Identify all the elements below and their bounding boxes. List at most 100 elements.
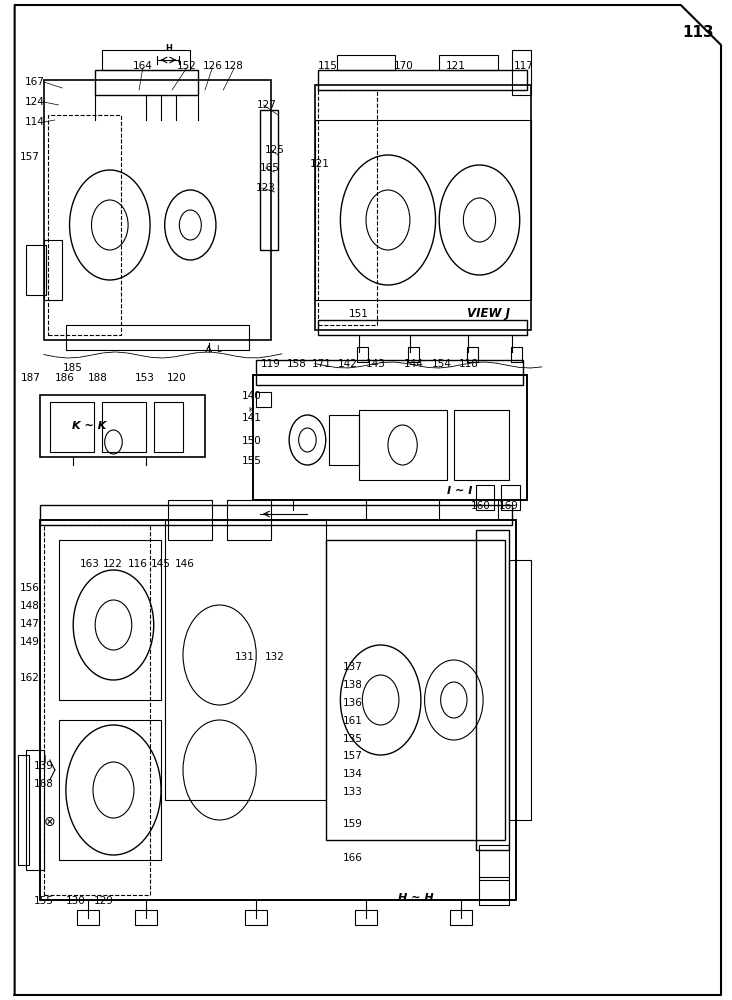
Text: 135: 135 bbox=[343, 734, 363, 744]
Text: 188: 188 bbox=[87, 373, 108, 383]
Text: 130: 130 bbox=[66, 896, 85, 906]
Text: 158: 158 bbox=[286, 359, 307, 369]
Text: 186: 186 bbox=[54, 373, 75, 383]
Text: 185: 185 bbox=[63, 363, 83, 373]
Text: 142: 142 bbox=[337, 359, 358, 369]
Bar bbox=[165, 520, 326, 800]
Text: 164: 164 bbox=[132, 61, 153, 71]
Bar bbox=[245, 910, 267, 925]
Text: 125: 125 bbox=[264, 145, 285, 155]
Text: 113: 113 bbox=[682, 25, 714, 40]
Bar bbox=[59, 720, 161, 860]
Text: 134: 134 bbox=[343, 769, 363, 779]
Text: 150: 150 bbox=[242, 436, 261, 446]
Text: 123: 123 bbox=[255, 183, 276, 193]
Bar bbox=[439, 55, 498, 70]
Text: 117: 117 bbox=[513, 61, 534, 71]
Bar bbox=[40, 520, 516, 900]
Text: 128: 128 bbox=[224, 61, 244, 71]
Text: K: K bbox=[248, 407, 253, 413]
Bar bbox=[315, 120, 531, 300]
Text: 147: 147 bbox=[19, 619, 40, 629]
Text: 143: 143 bbox=[365, 359, 386, 369]
Bar bbox=[318, 70, 527, 90]
Bar bbox=[77, 910, 99, 925]
Bar bbox=[454, 410, 509, 480]
Bar bbox=[18, 755, 29, 865]
Bar bbox=[318, 320, 527, 335]
Bar bbox=[95, 70, 198, 95]
Text: I ~ I: I ~ I bbox=[447, 486, 472, 496]
Bar bbox=[26, 245, 46, 295]
Bar bbox=[315, 85, 531, 330]
Text: 145: 145 bbox=[151, 559, 171, 569]
Text: VIEW J: VIEW J bbox=[468, 308, 510, 320]
Text: 157: 157 bbox=[19, 152, 40, 162]
Bar bbox=[260, 110, 278, 250]
Bar bbox=[476, 485, 494, 510]
Bar bbox=[154, 402, 183, 452]
Bar bbox=[253, 375, 527, 500]
Bar bbox=[40, 505, 512, 525]
Text: 124: 124 bbox=[25, 97, 45, 107]
Text: 133: 133 bbox=[343, 787, 363, 797]
Text: 163: 163 bbox=[79, 559, 100, 569]
Text: 118: 118 bbox=[458, 359, 479, 369]
Text: 149: 149 bbox=[19, 637, 40, 647]
Text: 129: 129 bbox=[94, 896, 114, 906]
Text: 140: 140 bbox=[242, 391, 261, 401]
Text: 127: 127 bbox=[257, 100, 277, 110]
Text: 169: 169 bbox=[498, 501, 519, 511]
Bar bbox=[26, 750, 44, 870]
Text: 160: 160 bbox=[471, 501, 490, 511]
Bar bbox=[359, 410, 447, 480]
Bar bbox=[355, 910, 377, 925]
Text: 159: 159 bbox=[343, 819, 363, 829]
Text: L: L bbox=[216, 344, 220, 354]
Text: 161: 161 bbox=[343, 716, 363, 726]
Text: 153: 153 bbox=[135, 373, 155, 383]
Text: 144: 144 bbox=[403, 359, 424, 369]
Bar bbox=[318, 90, 377, 325]
Bar bbox=[408, 347, 419, 362]
Bar bbox=[329, 415, 359, 465]
Text: 171: 171 bbox=[312, 359, 332, 369]
Text: 116: 116 bbox=[127, 559, 148, 569]
Bar bbox=[450, 910, 472, 925]
Bar bbox=[337, 55, 395, 70]
Bar bbox=[44, 525, 150, 895]
Text: 139: 139 bbox=[34, 761, 54, 771]
Text: 131: 131 bbox=[235, 652, 255, 662]
Text: 136: 136 bbox=[343, 698, 363, 708]
Bar bbox=[50, 402, 94, 452]
Bar bbox=[44, 240, 62, 300]
Bar bbox=[501, 485, 520, 510]
Bar bbox=[40, 395, 205, 457]
Bar bbox=[66, 325, 249, 350]
Text: 155: 155 bbox=[34, 896, 54, 906]
Text: 165: 165 bbox=[259, 163, 280, 173]
Bar bbox=[467, 347, 478, 362]
Bar bbox=[476, 530, 509, 850]
Text: 151: 151 bbox=[348, 309, 369, 319]
Text: 137: 137 bbox=[343, 662, 363, 672]
Text: 148: 148 bbox=[19, 601, 40, 611]
Text: 121: 121 bbox=[310, 159, 330, 169]
Bar bbox=[511, 347, 522, 362]
Text: 138: 138 bbox=[343, 680, 363, 690]
Text: 120: 120 bbox=[168, 373, 187, 383]
Text: 114: 114 bbox=[25, 117, 45, 127]
Bar bbox=[509, 560, 531, 820]
Bar bbox=[227, 500, 271, 540]
Text: 141: 141 bbox=[242, 413, 262, 423]
Text: 119: 119 bbox=[261, 359, 281, 369]
Text: 155: 155 bbox=[242, 456, 262, 466]
Text: H: H bbox=[165, 44, 172, 53]
Bar bbox=[44, 80, 271, 340]
Text: 166: 166 bbox=[343, 853, 363, 863]
Text: 154: 154 bbox=[431, 359, 452, 369]
Text: 132: 132 bbox=[264, 652, 285, 662]
Bar bbox=[512, 50, 531, 95]
Text: 170: 170 bbox=[395, 61, 414, 71]
Bar bbox=[135, 910, 157, 925]
